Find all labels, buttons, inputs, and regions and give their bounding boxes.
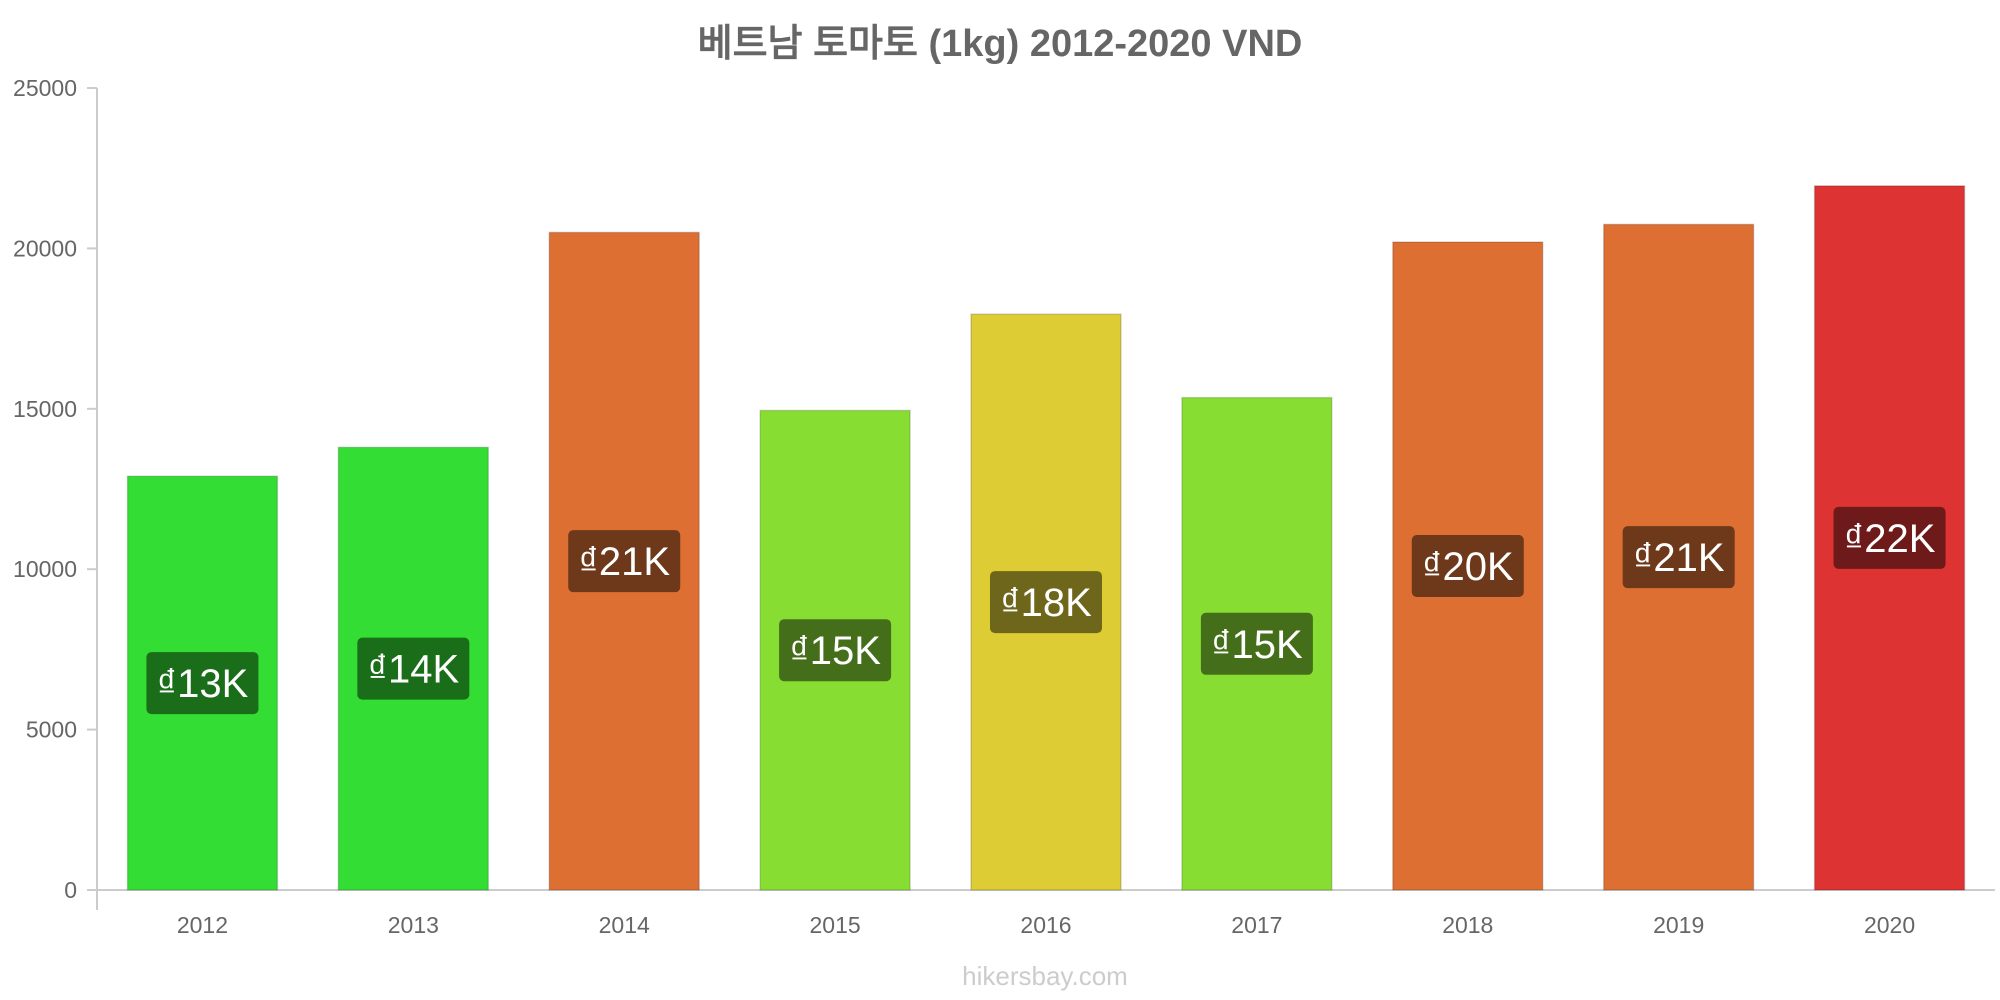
y-tick-label: 25000 [13,75,77,101]
x-tick-label: 2017 [1231,912,1282,938]
bar-group: ₫13K [126,475,279,891]
bar-label-background [1622,526,1735,589]
bar-value-label: ₫20K [1422,545,1514,589]
bar-value-label: ₫18K [1000,581,1092,625]
x-tick-label: 2012 [177,912,228,938]
bar-group: ₫21K [1602,223,1755,891]
bars-group: ₫13K ₫14K ₫21K ₫15K ₫18K ₫15K ₫20K ₫21K ₫22K [126,185,1966,891]
bar-value-label: ₫15K [789,629,881,673]
bar-group: ₫21K [548,231,700,891]
watermark: hikersbay.com [962,961,1128,991]
bar-value-label: ₫13K [157,662,249,706]
x-tick-label: 2020 [1864,912,1915,938]
y-tick-label: 10000 [13,556,77,582]
x-tick-label: 2014 [599,912,650,938]
bar-group: ₫22K [1813,185,1966,891]
bar-group: ₫18K [970,313,1122,891]
x-axis: 2012 2013 2014 2015 2016 2017 2018 2019 2020 [97,889,1995,938]
bar-group: ₫15K [759,409,911,891]
bar-label-background [1833,506,1946,569]
bar-group: ₫20K [1392,241,1544,891]
bar-label-background [1411,534,1524,597]
bar-label-background [1200,612,1313,675]
bar-label-background [357,637,470,700]
x-tick-label: 2018 [1442,912,1493,938]
bar-label-background [146,652,259,715]
y-tick-label: 0 [64,877,77,903]
bar-group: ₫14K [337,446,490,891]
bar-group: ₫15K [1181,396,1333,891]
y-tick-label: 15000 [13,396,77,422]
bar-label-background [568,530,681,593]
bar-value-label: ₫15K [1211,623,1303,667]
bar-value-label: ₫22K [1844,517,1936,561]
chart-title: 베트남 토마토 (1kg) 2012-2020 VND [698,23,1303,65]
y-tick-label: 20000 [13,235,77,261]
x-tick-label: 2019 [1653,912,1704,938]
bar-value-label: ₫14K [367,648,459,692]
x-tick-label: 2016 [1020,912,1071,938]
bar-value-label: ₫21K [578,540,670,584]
bar-label-background [990,571,1102,634]
y-tick-label: 5000 [26,717,77,743]
y-axis: 0 5000 10000 15000 20000 25000 [13,75,98,910]
x-tick-label: 2015 [810,912,861,938]
x-tick-label: 2013 [388,912,439,938]
bar-label-background [779,619,892,682]
bar-value-label: ₫21K [1633,536,1725,580]
